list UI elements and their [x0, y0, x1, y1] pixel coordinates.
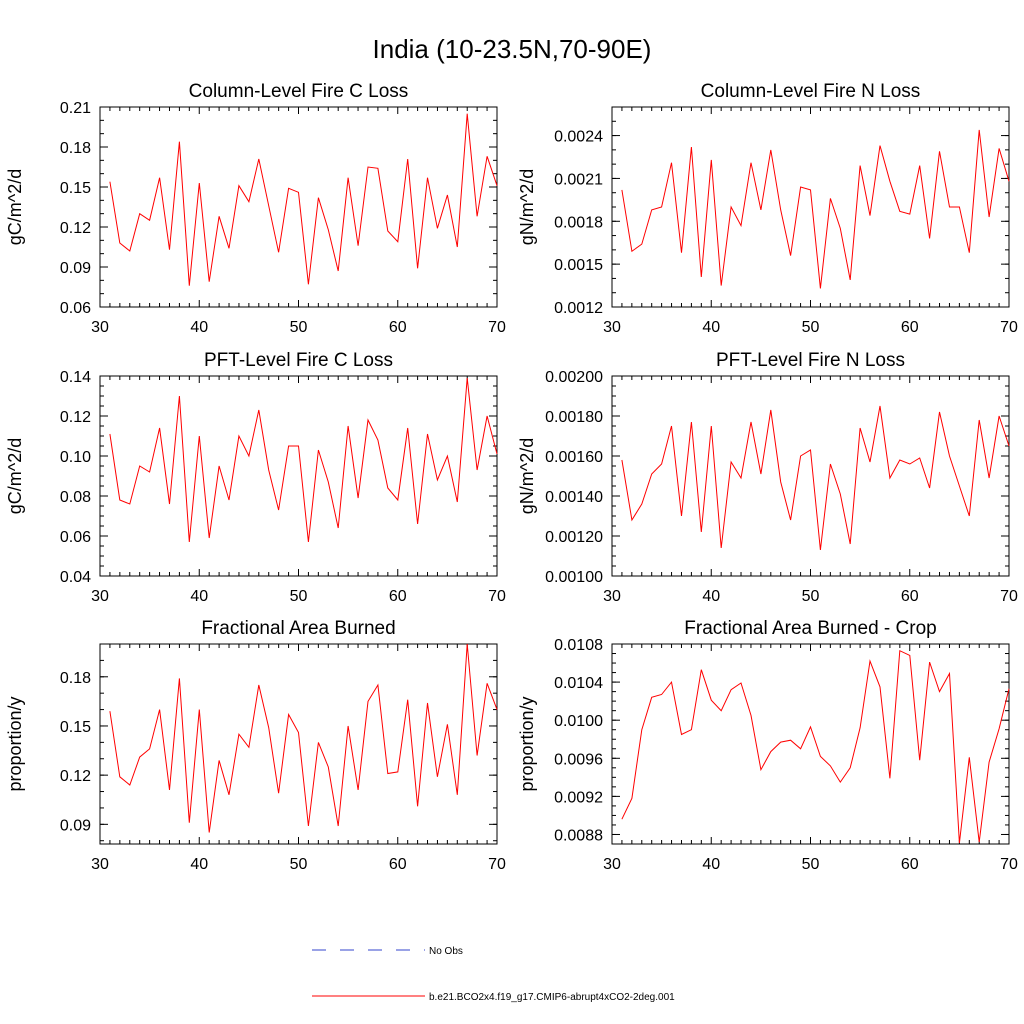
y-tick-label: 0.18	[60, 670, 91, 687]
y-axis-label: proportion/y	[5, 696, 25, 791]
y-tick-label: 0.06	[60, 300, 91, 317]
y-tick-label: 0.15	[60, 719, 91, 736]
x-tick-label: 60	[901, 856, 919, 873]
y-tick-label: 0.0024	[554, 129, 603, 146]
y-tick-label: 0.0108	[554, 637, 603, 654]
x-tick-label: 70	[488, 588, 506, 605]
y-axis-label: gC/m^2/d	[5, 169, 25, 245]
y-axis-label: gC/m^2/d	[5, 438, 25, 514]
y-tick-label: 0.18	[60, 140, 91, 157]
panel-title: PFT-Level Fire C Loss	[204, 350, 393, 371]
y-tick-label: 0.09	[60, 260, 91, 277]
data-series-line	[109, 643, 498, 833]
y-tick-label: 0.12	[60, 220, 91, 237]
panel-3: 30 40 50 60 70 0.04 0.06 0.08 0.10 0.12 0.14 PFT-Le…	[5, 350, 506, 605]
legend-label-no-obs: No Obs	[429, 946, 463, 957]
y-tick-label: 0.00140	[545, 489, 603, 506]
x-tick-label: 70	[1000, 319, 1018, 336]
y-tick-label: 0.0092	[554, 789, 603, 806]
data-series-line	[109, 377, 498, 543]
y-tick-label: 0.15	[60, 180, 91, 197]
x-tick-label: 40	[190, 856, 208, 873]
y-tick-label: 0.00120	[545, 529, 603, 546]
plot-frame	[99, 375, 498, 577]
x-tick-label: 40	[190, 588, 208, 605]
y-tick-label: 0.0096	[554, 751, 603, 768]
x-tick-label: 30	[91, 319, 109, 336]
x-tick-label: 40	[702, 588, 720, 605]
y-tick-label: 0.09	[60, 817, 91, 834]
data-series-line	[621, 649, 1010, 844]
x-tick-label: 40	[190, 319, 208, 336]
y-tick-label: 0.14	[60, 369, 91, 386]
panel-4: 30 40 50 60 70 0.00100 0.00120 0.00140 0.00160 0.…	[517, 350, 1018, 605]
data-series-line	[621, 405, 1010, 551]
legend: No Obs b.e21.BCO2x4.f19_g17.CMIP6-abrupt…	[312, 946, 675, 1003]
y-tick-label: 0.04	[60, 569, 91, 586]
y-tick-label: 0.06	[60, 529, 91, 546]
x-tick-label: 60	[901, 319, 919, 336]
x-tick-label: 60	[389, 856, 407, 873]
y-axis-label: gN/m^2/d	[517, 438, 537, 514]
y-tick-label: 0.0100	[554, 713, 603, 730]
plot-frame	[611, 375, 1010, 577]
panel-title: Fractional Area Burned - Crop	[684, 618, 936, 639]
x-tick-label: 70	[488, 856, 506, 873]
x-tick-label: 30	[91, 856, 109, 873]
y-tick-label: 0.0012	[554, 300, 603, 317]
panels: 30 40 50 60 70 0.06 0.09 0.12 0.15 0.18 0.21 Column…	[5, 81, 1018, 873]
x-tick-label: 30	[603, 319, 621, 336]
panel-title: Fractional Area Burned	[201, 618, 395, 639]
data-series-line	[109, 113, 498, 286]
y-tick-label: 0.12	[60, 409, 91, 426]
y-tick-label: 0.0021	[554, 171, 603, 188]
figure-title: India (10-23.5N,70-90E)	[373, 34, 652, 64]
panel-title: PFT-Level Fire N Loss	[716, 350, 905, 371]
x-tick-label: 40	[702, 319, 720, 336]
y-tick-label: 0.00100	[545, 569, 603, 586]
panel-2: 30 40 50 60 70 0.0012 0.0015 0.0018 0.0021 0.0024…	[517, 81, 1018, 336]
x-tick-label: 50	[802, 319, 820, 336]
x-tick-label: 30	[603, 588, 621, 605]
panel-title: Column-Level Fire C Loss	[189, 81, 409, 102]
panel-6: 30 40 50 60 70 0.0088 0.0092 0.0096 0.0100 0.0104…	[517, 618, 1018, 873]
panel-title: Column-Level Fire N Loss	[701, 81, 921, 102]
legend-label-model: b.e21.BCO2x4.f19_g17.CMIP6-abrupt4xCO2-2…	[429, 992, 675, 1003]
y-tick-label: 0.00180	[545, 409, 603, 426]
x-tick-label: 50	[802, 588, 820, 605]
x-tick-label: 50	[290, 856, 308, 873]
y-tick-label: 0.00200	[545, 369, 603, 386]
x-tick-label: 40	[702, 856, 720, 873]
panel-1: 30 40 50 60 70 0.06 0.09 0.12 0.15 0.18 0.21 Column…	[5, 81, 506, 336]
y-tick-label: 0.0104	[554, 675, 603, 692]
y-tick-label: 0.12	[60, 768, 91, 785]
y-tick-label: 0.08	[60, 489, 91, 506]
y-axis-label: gN/m^2/d	[517, 169, 537, 245]
x-tick-label: 30	[603, 856, 621, 873]
data-series-line	[621, 129, 1010, 289]
panel-5: 30 40 50 60 70 0.09 0.12 0.15 0.18 Fractional Are…	[5, 618, 506, 873]
x-tick-label: 60	[389, 319, 407, 336]
x-tick-label: 60	[389, 588, 407, 605]
y-tick-label: 0.21	[60, 100, 91, 117]
x-tick-label: 70	[1000, 588, 1018, 605]
plot-frame	[99, 643, 498, 845]
x-tick-label: 30	[91, 588, 109, 605]
x-tick-label: 60	[901, 588, 919, 605]
y-tick-label: 0.00160	[545, 449, 603, 466]
y-tick-label: 0.0088	[554, 827, 603, 844]
x-tick-label: 50	[802, 856, 820, 873]
x-tick-label: 50	[290, 588, 308, 605]
y-tick-label: 0.0018	[554, 214, 603, 231]
x-tick-label: 70	[1000, 856, 1018, 873]
y-axis-label: proportion/y	[517, 696, 537, 791]
y-tick-label: 0.10	[60, 449, 91, 466]
x-tick-label: 50	[290, 319, 308, 336]
x-tick-label: 70	[488, 319, 506, 336]
y-tick-label: 0.0015	[554, 257, 603, 274]
plot-frame	[99, 106, 498, 308]
